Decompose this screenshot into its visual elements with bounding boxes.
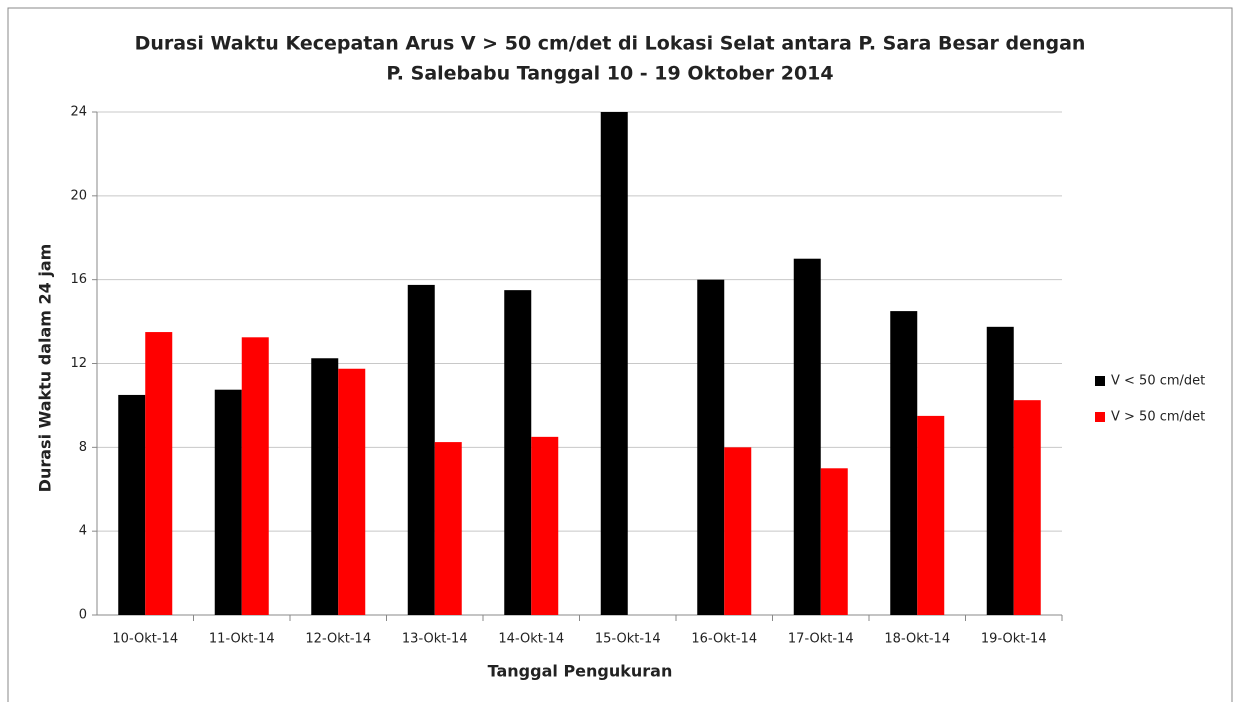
- bar: [917, 415, 945, 615]
- legend-swatch: [1095, 376, 1105, 386]
- chart-title: Durasi Waktu Kecepatan Arus V > 50 cm/de…: [135, 33, 1086, 55]
- y-tick-label: 0: [79, 608, 87, 623]
- x-tick-label: 18-Okt-14: [884, 632, 950, 647]
- bar: [504, 290, 532, 615]
- x-tick-label: 14-Okt-14: [498, 632, 564, 647]
- x-tick-label: 16-Okt-14: [691, 632, 757, 647]
- bar: [311, 358, 339, 615]
- bar: [407, 284, 435, 615]
- y-tick-label: 8: [79, 440, 87, 455]
- y-tick-label: 20: [70, 188, 87, 203]
- x-tick-label: 10-Okt-14: [112, 632, 178, 647]
- chart-title: P. Salebabu Tanggal 10 - 19 Oktober 2014: [386, 63, 833, 85]
- bar: [820, 468, 848, 615]
- bar: [697, 279, 725, 615]
- x-tick-label: 19-Okt-14: [981, 632, 1047, 647]
- x-tick-label: 13-Okt-14: [402, 632, 468, 647]
- bar: [724, 447, 752, 615]
- y-tick-label: 16: [70, 272, 87, 287]
- chart-frame: [7, 7, 1233, 702]
- bar: [890, 311, 918, 615]
- bar: [793, 258, 821, 615]
- bar: [145, 332, 173, 615]
- bar: [1013, 400, 1041, 615]
- legend-label: V > 50 cm/det: [1111, 410, 1205, 425]
- y-tick-label: 4: [79, 524, 87, 539]
- y-tick-label: 24: [70, 105, 87, 120]
- y-tick-label: 12: [70, 356, 87, 371]
- bar: [241, 337, 269, 615]
- legend-swatch: [1095, 412, 1105, 422]
- y-axis-title: Durasi Waktu dalam 24 jam: [36, 244, 55, 493]
- legend-label: V < 50 cm/det: [1111, 374, 1205, 389]
- bar: [434, 442, 462, 615]
- bar: [531, 436, 559, 615]
- x-tick-label: 17-Okt-14: [788, 632, 854, 647]
- x-tick-label: 15-Okt-14: [595, 632, 661, 647]
- bar: [118, 394, 146, 615]
- x-tick-label: 12-Okt-14: [305, 632, 371, 647]
- x-axis-title: Tanggal Pengukuran: [488, 662, 673, 681]
- bar: [986, 326, 1014, 615]
- bar: [600, 112, 628, 615]
- bar: [338, 368, 366, 615]
- x-tick-label: 11-Okt-14: [209, 632, 275, 647]
- bar: [214, 389, 242, 615]
